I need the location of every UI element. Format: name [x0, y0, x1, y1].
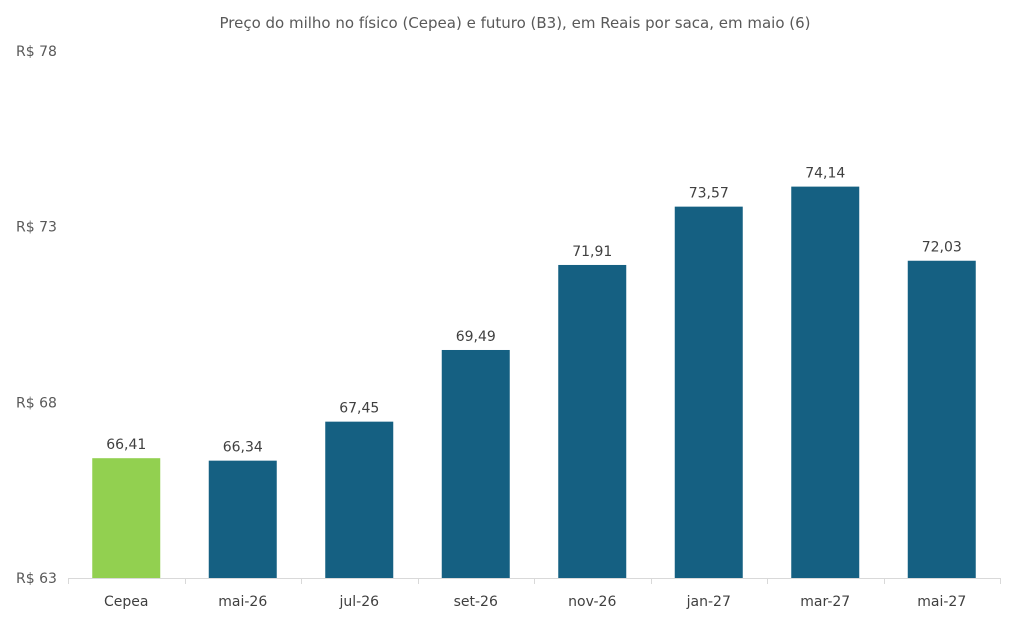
data-label: 67,45	[339, 401, 379, 417]
data-label: 66,41	[106, 437, 146, 453]
y-axis: R$ 63 R$ 68 R$ 73 R$ 78	[16, 44, 57, 587]
y-tick-label: R$ 78	[16, 44, 57, 60]
x-tick-label: mar-27	[800, 594, 850, 610]
x-tick-label: Cepea	[104, 594, 148, 610]
data-label: 66,34	[223, 440, 263, 456]
data-label: 69,49	[456, 329, 496, 345]
data-label: 71,91	[572, 244, 612, 260]
bar-jul-26	[325, 421, 394, 578]
y-tick-label: R$ 68	[16, 395, 57, 411]
x-tick-label: nov-26	[568, 594, 616, 610]
bar-mar-27	[791, 186, 860, 578]
bar-set-26	[441, 349, 510, 578]
x-tick-label: jul-26	[338, 594, 379, 610]
x-axis: Cepea mai-26 jul-26 set-26 nov-26 jan-27 mar-2…	[68, 578, 1001, 610]
x-tick-label: mai-27	[917, 594, 966, 610]
data-label: 73,57	[689, 186, 729, 202]
bars: 66,41 66,34 67,45 69,49 71,91 73,57 74,14 72,03	[92, 166, 976, 578]
bar-mai-27	[907, 260, 976, 578]
y-tick-label: R$ 73	[16, 220, 57, 236]
x-tick-label: mai-26	[218, 594, 267, 610]
bar-Cepea	[92, 458, 161, 578]
chart-title: Preço do milho no físico (Cepea) e futur…	[219, 14, 810, 32]
data-label: 72,03	[922, 240, 962, 256]
bar-mai-26	[208, 460, 277, 578]
data-label: 74,14	[805, 166, 845, 182]
bar-nov-26	[558, 264, 627, 578]
y-tick-label: R$ 63	[16, 571, 57, 587]
bar-jan-27	[674, 206, 743, 578]
x-tick-label: jan-27	[686, 594, 731, 610]
x-tick-label: set-26	[454, 594, 498, 610]
